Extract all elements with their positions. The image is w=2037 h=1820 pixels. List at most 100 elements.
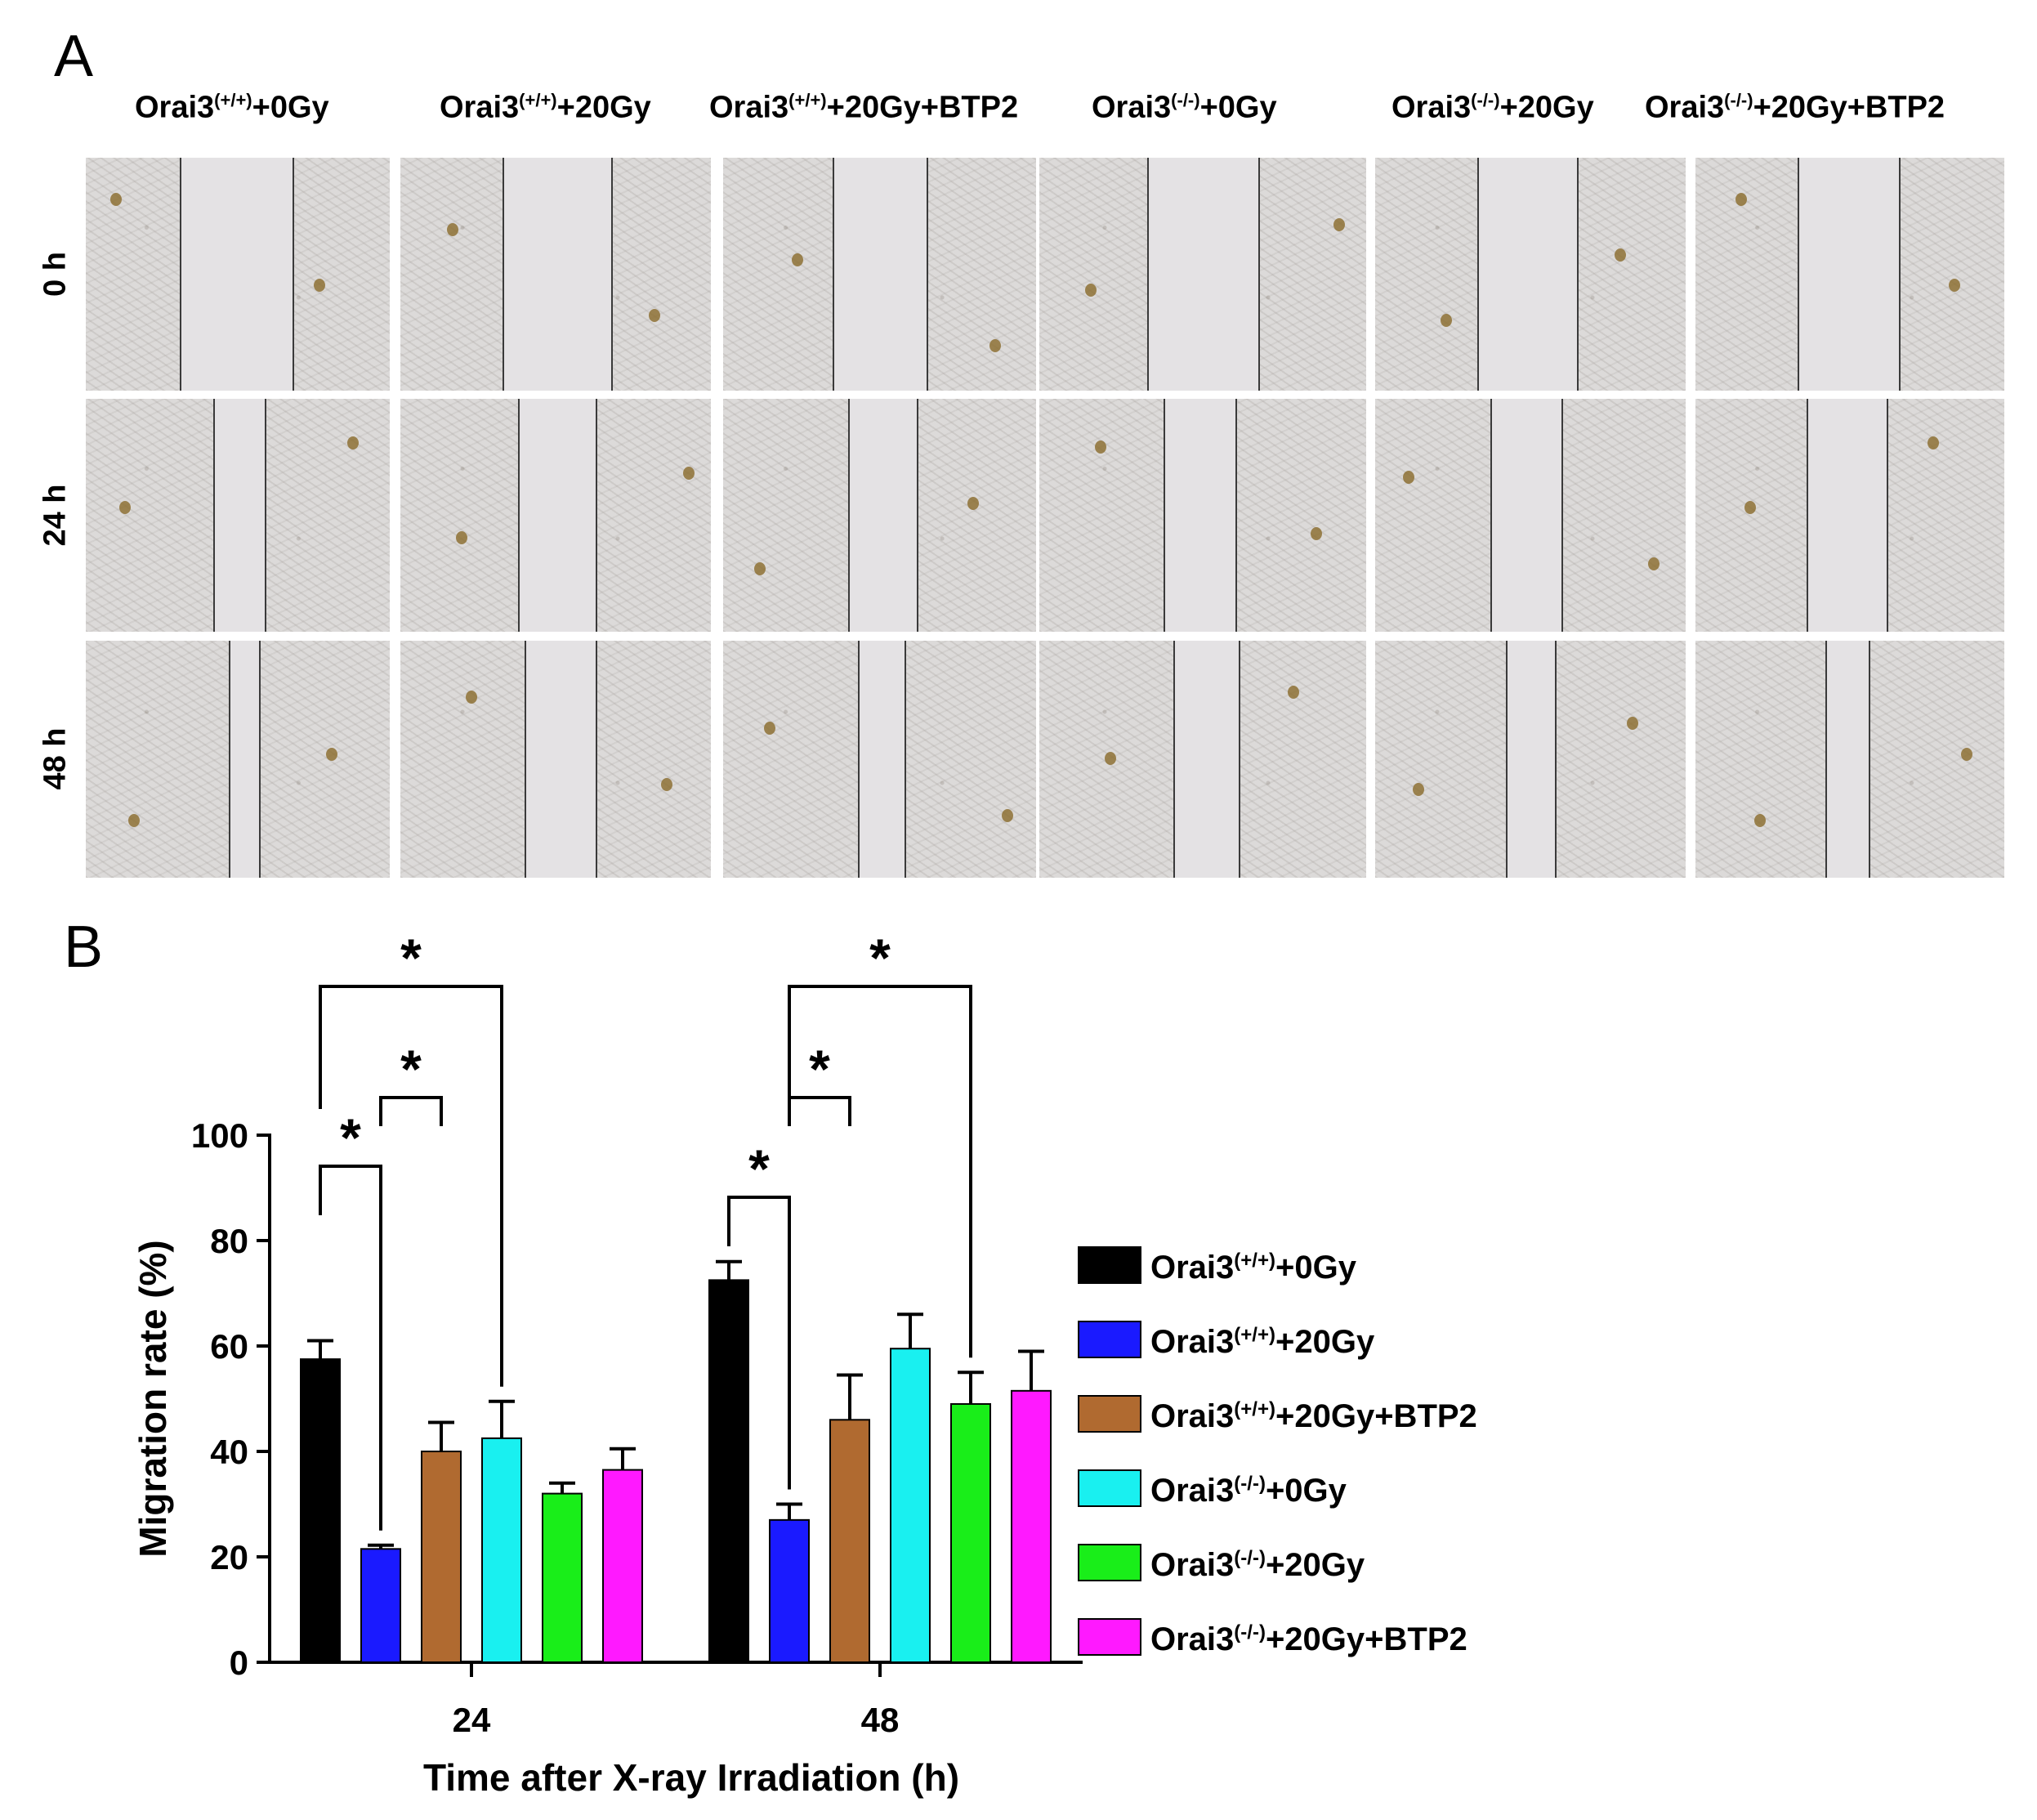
bar xyxy=(1011,1389,1052,1663)
scratch-gap xyxy=(1164,399,1235,632)
cell-cluster xyxy=(682,466,695,480)
column-header: Orai3(+/+)+0Gy xyxy=(135,90,329,126)
row-label: 24 h xyxy=(38,483,73,547)
bar xyxy=(542,1492,583,1663)
column-header-genotype: (-/-) xyxy=(1471,90,1500,110)
wound-edge-line xyxy=(596,641,598,878)
wound-healing-micrograph xyxy=(400,399,711,632)
legend-swatch xyxy=(1078,1544,1141,1581)
column-header-treatment: +20Gy xyxy=(1499,90,1594,125)
column-header-base: Orai3 xyxy=(709,90,789,125)
scratch-gap xyxy=(833,158,927,391)
column-header-treatment: +0Gy xyxy=(1199,90,1277,125)
legend-swatch xyxy=(1078,1469,1141,1507)
wound-edge-line xyxy=(611,158,614,391)
wound-edge-line xyxy=(1164,399,1165,632)
y-tick-label: 20 xyxy=(210,1538,248,1576)
significance-star: * xyxy=(400,928,422,988)
bar xyxy=(890,1348,931,1663)
wound-edge-line xyxy=(905,641,907,878)
significance-star: * xyxy=(748,1138,770,1199)
column-header-genotype: (+/+) xyxy=(519,90,557,110)
wound-edge-line xyxy=(917,399,919,632)
bar xyxy=(602,1469,643,1664)
cell-cluster xyxy=(465,690,477,704)
bar xyxy=(360,1548,401,1664)
bar xyxy=(481,1437,522,1663)
y-tick-label: 40 xyxy=(210,1433,248,1471)
column-header-base: Orai3 xyxy=(1392,90,1472,125)
significance-star: * xyxy=(400,1039,422,1099)
cell-cluster xyxy=(1440,313,1452,327)
wound-edge-line xyxy=(1235,399,1237,632)
wound-edge-line xyxy=(1258,158,1260,391)
column-header: Orai3(-/-)+20Gy+BTP2 xyxy=(1645,90,1945,126)
cell-cluster xyxy=(661,778,673,792)
cell-cluster xyxy=(1927,436,1939,449)
cell-cluster xyxy=(1311,526,1322,540)
scratch-gap xyxy=(525,641,596,878)
scratch-gap xyxy=(503,158,612,391)
cell-cluster xyxy=(109,192,122,206)
cell-cluster xyxy=(754,561,766,575)
y-tick-label: 100 xyxy=(191,1116,248,1155)
wound-healing-micrograph xyxy=(1375,158,1686,391)
cell-cluster xyxy=(1753,813,1766,827)
bar xyxy=(769,1518,810,1663)
legend-label: Orai3(+/+)+0Gy xyxy=(1150,1250,1357,1286)
column-header-treatment: +20Gy+BTP2 xyxy=(1753,90,1945,125)
significance-bracket xyxy=(788,985,972,1358)
wound-edge-line xyxy=(259,641,261,878)
scratch-gap xyxy=(1490,399,1561,632)
wound-edge-line xyxy=(1555,641,1557,878)
panel-b-letter: B xyxy=(64,914,104,980)
wound-healing-micrograph xyxy=(723,399,1036,632)
legend-label: Orai3(-/-)+0Gy xyxy=(1150,1473,1347,1509)
wound-edge-line xyxy=(180,158,182,391)
scratch-gap xyxy=(1825,641,1869,878)
cell-cluster xyxy=(1403,471,1415,485)
cell-cluster xyxy=(989,339,1001,353)
wound-healing-micrograph xyxy=(1375,641,1686,878)
wound-healing-micrograph xyxy=(1039,399,1366,632)
scratch-gap xyxy=(857,641,905,878)
significance-star: * xyxy=(340,1107,361,1168)
column-header-genotype: (+/+) xyxy=(788,90,827,110)
cell-cluster xyxy=(1626,716,1638,730)
bar-chart: 0 20 40 60 80 100 Migration rate (%) 24 48 Time a… xyxy=(132,928,1477,1799)
wound-edge-line xyxy=(926,158,928,391)
column-header-genotype: (+/+) xyxy=(214,90,252,110)
cell-cluster xyxy=(325,747,337,761)
wound-healing-micrograph xyxy=(1695,158,2004,391)
cell-cluster xyxy=(346,436,359,449)
column-header: Orai3(+/+)+20Gy+BTP2 xyxy=(709,90,1018,126)
panel-a-letter: A xyxy=(54,24,94,89)
column-header: Orai3(-/-)+20Gy xyxy=(1392,90,1594,126)
wound-edge-line xyxy=(525,641,526,878)
legend-swatch xyxy=(1078,1246,1141,1284)
cell-cluster xyxy=(1095,440,1106,454)
x-axis-title: Time after X-ray Irradiation (h) xyxy=(423,1756,959,1799)
cell-cluster xyxy=(1948,279,1960,293)
column-header: Orai3(+/+)+20Gy xyxy=(440,90,651,126)
wound-healing-micrograph xyxy=(1039,158,1366,391)
y-tick-label: 60 xyxy=(210,1327,248,1366)
cell-cluster xyxy=(1333,218,1345,232)
column-header-base: Orai3 xyxy=(1092,90,1172,125)
cell-cluster xyxy=(1961,747,1973,761)
column-header-treatment: +0Gy xyxy=(252,90,329,125)
bar xyxy=(300,1358,341,1663)
scratch-gap xyxy=(518,399,596,632)
wound-healing-micrograph xyxy=(400,158,711,391)
wound-edge-line xyxy=(1239,641,1240,878)
legend-label: Orai3(-/-)+20Gy xyxy=(1150,1547,1365,1583)
wound-healing-micrograph xyxy=(1039,641,1366,878)
cell-cluster xyxy=(649,309,660,323)
scratch-gap xyxy=(213,399,266,632)
cell-cluster xyxy=(456,531,468,545)
legend-swatch xyxy=(1078,1395,1141,1433)
scratch-gap xyxy=(1505,641,1556,878)
legend-label: Orai3(-/-)+20Gy+BTP2 xyxy=(1150,1621,1467,1657)
column-header-treatment: +20Gy+BTP2 xyxy=(826,90,1019,125)
column-header-genotype: (-/-) xyxy=(1171,90,1200,110)
